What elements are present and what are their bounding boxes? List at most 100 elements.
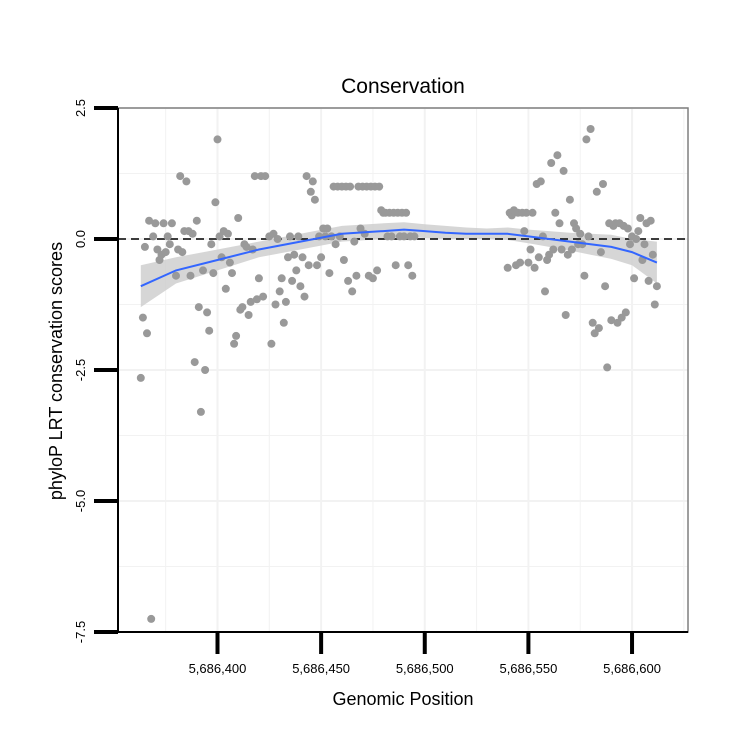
x-tick-label: 5,686,450 xyxy=(292,661,350,676)
data-point xyxy=(298,253,307,262)
data-point xyxy=(528,208,537,217)
data-point xyxy=(288,276,297,285)
data-point xyxy=(607,316,616,325)
data-point xyxy=(522,208,531,217)
data-point xyxy=(308,177,317,186)
data-point xyxy=(536,177,545,186)
data-point xyxy=(350,237,359,246)
data-point xyxy=(559,166,568,175)
data-point xyxy=(213,135,222,144)
data-point xyxy=(203,308,212,317)
data-point xyxy=(225,258,234,267)
data-point xyxy=(599,180,607,188)
data-point xyxy=(138,313,147,322)
data-point xyxy=(284,253,292,262)
data-point xyxy=(603,363,612,372)
data-point xyxy=(391,261,400,270)
data-point xyxy=(223,229,232,238)
data-point xyxy=(408,271,417,280)
data-point xyxy=(186,271,195,280)
data-point xyxy=(648,250,657,259)
data-point xyxy=(194,303,203,312)
y-axis-label: phyloP LRT conservation scores xyxy=(46,242,66,500)
data-point xyxy=(279,318,288,327)
data-point xyxy=(516,258,525,267)
data-point xyxy=(586,125,595,133)
data-point xyxy=(207,240,216,249)
data-point xyxy=(650,300,659,309)
data-point xyxy=(234,214,243,222)
data-point xyxy=(176,172,185,181)
data-point xyxy=(244,311,253,319)
data-point xyxy=(145,216,154,225)
data-point xyxy=(192,216,201,225)
x-axis-label: Genomic Position xyxy=(332,689,473,709)
data-point xyxy=(646,216,655,225)
y-tick-label: 0.0 xyxy=(73,230,88,248)
data-point xyxy=(621,308,630,317)
data-point xyxy=(346,182,355,191)
data-point xyxy=(228,269,236,278)
data-point xyxy=(547,159,556,167)
data-point xyxy=(582,135,591,144)
data-point xyxy=(375,182,384,191)
points-layer xyxy=(136,125,661,623)
data-point xyxy=(317,253,326,262)
data-point xyxy=(161,248,170,257)
data-point xyxy=(636,214,645,222)
x-tick-label: 5,686,400 xyxy=(189,661,247,676)
data-point xyxy=(339,256,348,264)
data-point xyxy=(640,240,649,249)
y-tick-label: -5.0 xyxy=(73,490,88,512)
data-point xyxy=(159,219,168,228)
x-tick-label: 5,686,500 xyxy=(396,661,454,676)
data-point xyxy=(524,258,533,267)
data-point xyxy=(565,195,574,204)
data-point xyxy=(530,263,539,272)
data-point xyxy=(601,282,610,291)
data-point xyxy=(526,245,535,254)
data-point xyxy=(211,198,220,207)
data-point xyxy=(275,287,284,296)
axes-layer: 5,686,400 5,686,450 5,686,500 5,686,550 5,68… xyxy=(73,99,688,676)
data-point xyxy=(136,373,145,382)
data-point xyxy=(286,232,294,241)
data-point xyxy=(273,235,282,243)
smooth-trend-line xyxy=(140,228,658,288)
data-point xyxy=(596,248,605,257)
data-point xyxy=(623,224,632,233)
y-tick-label: -2.5 xyxy=(73,359,88,381)
data-point xyxy=(557,245,566,254)
data-point xyxy=(196,407,205,416)
data-point xyxy=(644,276,653,285)
data-point xyxy=(634,227,643,236)
data-point xyxy=(250,172,259,181)
data-point xyxy=(404,261,413,270)
confidence-band xyxy=(140,222,657,308)
data-point xyxy=(632,235,641,243)
data-point xyxy=(561,311,570,319)
data-point xyxy=(520,227,529,236)
data-point xyxy=(230,339,239,348)
data-point xyxy=(592,187,601,196)
data-point xyxy=(313,261,321,270)
data-point xyxy=(402,208,411,217)
data-point xyxy=(143,329,151,338)
data-point xyxy=(553,151,562,160)
data-point xyxy=(344,276,353,285)
data-point xyxy=(254,274,263,283)
data-point xyxy=(387,232,396,241)
data-point xyxy=(292,266,301,275)
data-point xyxy=(368,274,377,283)
data-point xyxy=(584,232,593,241)
data-point xyxy=(503,263,512,272)
data-point xyxy=(310,195,319,204)
data-point xyxy=(246,297,255,306)
data-point xyxy=(555,219,564,228)
x-tick-label: 5,686,550 xyxy=(499,661,557,676)
data-point xyxy=(242,242,251,251)
data-point xyxy=(290,250,299,259)
data-point xyxy=(626,240,634,249)
y-tick-label: 2.5 xyxy=(73,99,88,117)
data-point xyxy=(151,219,160,228)
